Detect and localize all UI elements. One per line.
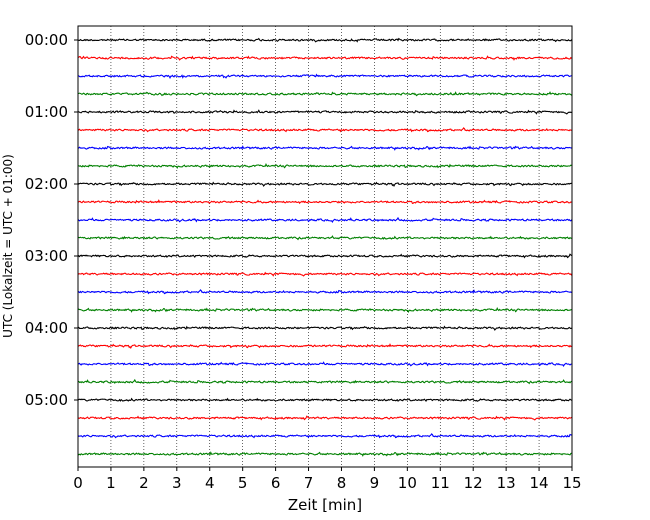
trace-row	[77, 37, 573, 43]
trace-row	[77, 73, 572, 80]
x-tick-label: 7	[304, 474, 314, 492]
trace-row	[77, 397, 572, 402]
trace-row	[77, 325, 572, 331]
trace-row	[77, 145, 572, 151]
y-tick-label: 04:00	[25, 319, 68, 337]
y-axis-label: UTC (Lokalzeit = UTC + 01:00)	[1, 154, 15, 338]
seismic-traces	[77, 37, 573, 457]
trace-row	[77, 216, 573, 223]
trace-row	[77, 199, 572, 205]
trace-row	[77, 163, 572, 170]
y-tick-label: 02:00	[25, 175, 68, 193]
trace-row	[77, 378, 572, 385]
x-tick-label: 10	[398, 474, 417, 492]
x-tick-label: 14	[530, 474, 549, 492]
y-axis-ticks: 00:00 01:00 02:00 03:00 04:00 05:00	[25, 31, 78, 409]
x-tick-label: 6	[271, 474, 281, 492]
x-tick-label: 9	[370, 474, 380, 492]
x-tick-label: 4	[205, 474, 215, 492]
trace-row	[78, 109, 572, 115]
x-axis-ticks: 0 1 2 3 4 5 6 7 8 9 10 11 12 13 14 15	[73, 467, 582, 492]
trace-row	[77, 55, 572, 61]
x-tick-label: 3	[172, 474, 182, 492]
trace-row	[77, 271, 573, 277]
y-tick-label: 03:00	[25, 247, 68, 265]
trace-row	[77, 127, 572, 133]
trace-row	[77, 253, 572, 259]
trace-row	[77, 415, 572, 421]
x-tick-label: 15	[562, 474, 581, 492]
plot-frame	[77, 25, 573, 468]
trace-row	[77, 361, 572, 367]
y-tick-label: 00:00	[25, 31, 68, 49]
trace-row	[77, 91, 573, 97]
trace-row	[77, 433, 572, 439]
x-tick-label: 5	[238, 474, 248, 492]
trace-row	[77, 451, 572, 457]
x-tick-label: 2	[139, 474, 149, 492]
x-axis-label: Zeit [min]	[288, 496, 362, 514]
trace-row	[77, 235, 572, 241]
x-tick-label: 1	[106, 474, 116, 492]
trace-row	[77, 343, 572, 350]
x-tick-label: 12	[464, 474, 483, 492]
trace-row	[77, 289, 572, 295]
trace-row	[77, 181, 572, 188]
y-tick-label: 01:00	[25, 103, 68, 121]
x-tick-label: 13	[497, 474, 516, 492]
x-tick-label: 11	[431, 474, 450, 492]
y-tick-label: 05:00	[25, 391, 68, 409]
trace-row	[77, 307, 572, 314]
x-tick-label: 8	[337, 474, 347, 492]
x-tick-label: 0	[73, 474, 83, 492]
